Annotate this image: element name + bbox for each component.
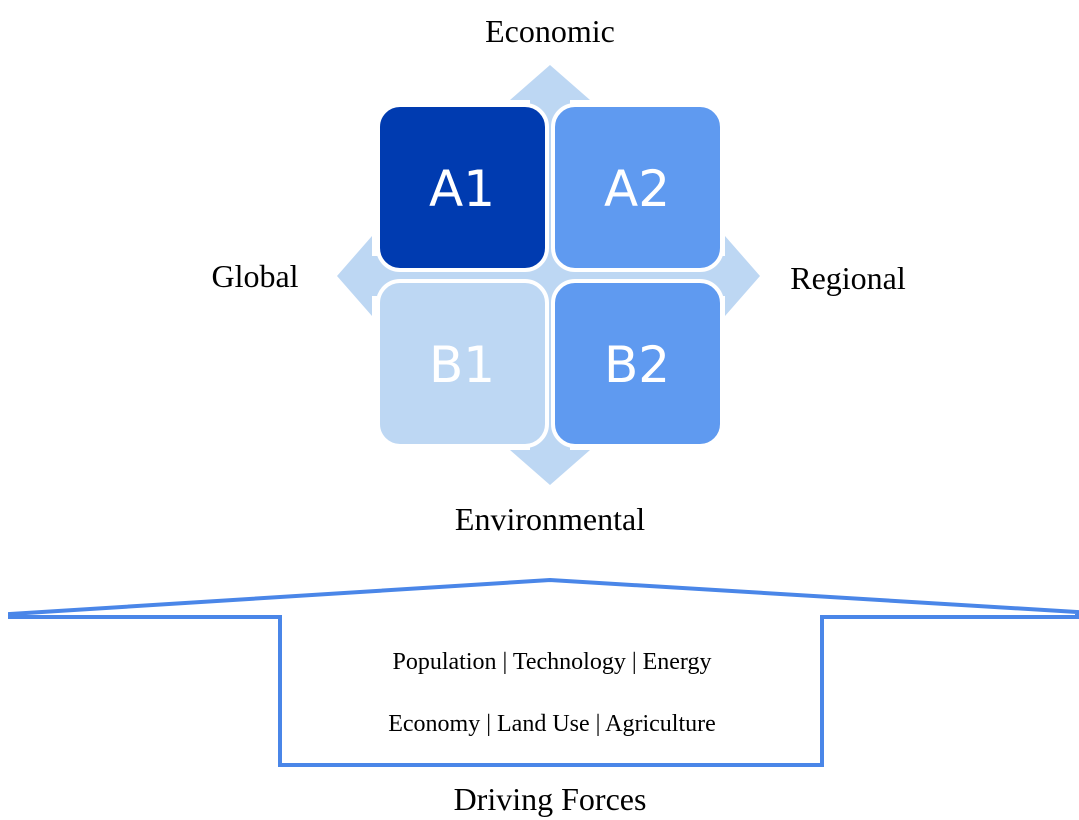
axis-label: Environmental: [455, 501, 645, 537]
quadrant-b2: [551, 279, 724, 448]
quadrant-b1: [376, 279, 549, 448]
axis-label: Economic: [485, 13, 615, 49]
quadrant-label: B1: [429, 336, 495, 394]
driving-forces-title: Driving Forces: [454, 781, 647, 817]
driving-force-line: Population | Technology | Energy: [392, 649, 711, 675]
driving-force-line: Economy | Land Use | Agriculture: [388, 711, 716, 737]
axis-label: Global: [211, 258, 298, 294]
quadrant-label: B2: [604, 336, 670, 394]
driving-forces-arrow: [8, 577, 1079, 767]
quadrant-label: A1: [429, 160, 495, 218]
axis-label: Regional: [790, 260, 906, 296]
cross-arrows: [337, 65, 760, 485]
quadrant-a1: [376, 103, 549, 272]
quadrant-a2: [551, 103, 724, 272]
quadrant-label: A2: [604, 160, 670, 218]
